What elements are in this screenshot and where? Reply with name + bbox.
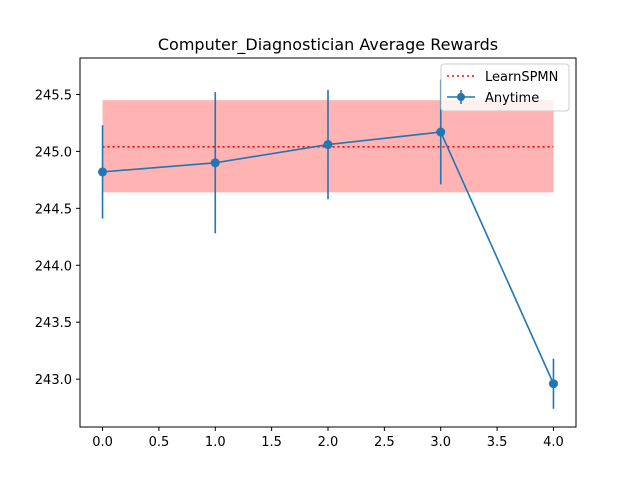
legend-anytime-label: Anytime — [485, 91, 539, 106]
axes: 0.0 0.5 1.0 1.5 2.0 2.5 3.0 3.5 4.0 243.0 243.5 244… — [35, 57, 577, 450]
x-tick-label: 3.0 — [430, 435, 451, 450]
x-tick-label: 3.5 — [487, 435, 508, 450]
x-tick-label: 4.0 — [543, 435, 564, 450]
y-tick-label: 245.0 — [35, 145, 72, 160]
x-tick-label: 0.0 — [92, 435, 113, 450]
y-tick-label: 243.0 — [35, 373, 72, 388]
legend: LearnSPMN Anytime — [440, 63, 570, 112]
anytime-point — [548, 379, 558, 389]
anytime-point — [98, 167, 108, 177]
plot-area — [98, 79, 558, 409]
anytime-point — [210, 158, 220, 168]
y-tick-label: 244.5 — [35, 202, 72, 217]
x-tick-label: 0.5 — [149, 435, 170, 450]
legend-learnspmn-label: LearnSPMN — [485, 70, 558, 85]
y-tick-label: 244.0 — [35, 259, 72, 274]
x-tick-label: 2.5 — [374, 435, 395, 450]
y-tick-label: 245.5 — [35, 88, 72, 103]
chart-title: Computer_Diagnostician Average Rewards — [158, 35, 498, 55]
anytime-point — [436, 127, 446, 137]
x-tick-label: 1.0 — [205, 435, 226, 450]
legend-anytime-marker — [457, 93, 465, 101]
anytime-point — [323, 140, 333, 150]
x-tick-label: 1.5 — [261, 435, 282, 450]
y-tick-label: 243.5 — [35, 316, 72, 331]
x-tick-label: 2.0 — [318, 435, 339, 450]
